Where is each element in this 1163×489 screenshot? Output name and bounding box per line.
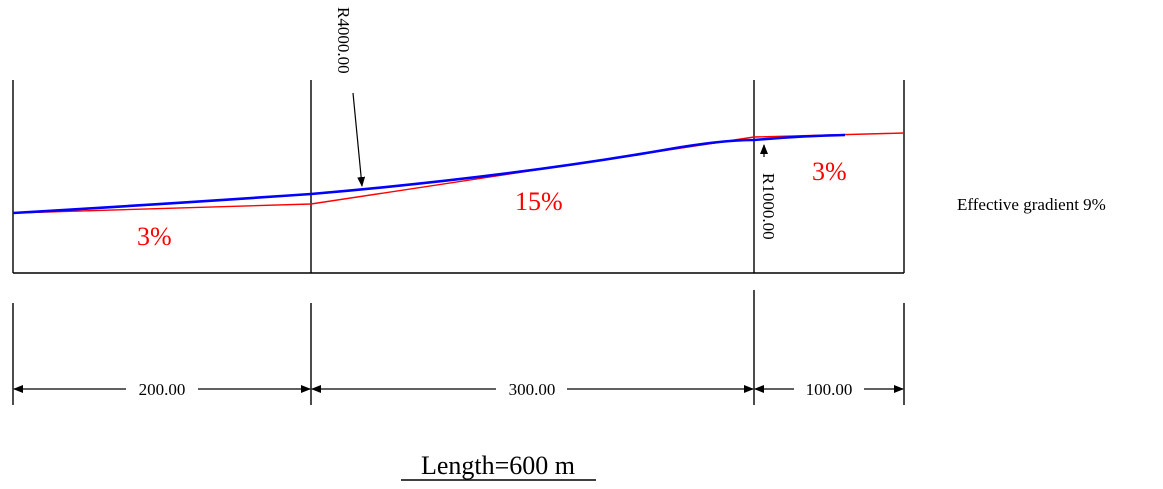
frame <box>12 80 905 274</box>
effective-gradient-label: Effective gradient 9% <box>957 195 1106 214</box>
radius-callout-2: R1000.00 <box>759 144 778 240</box>
dimension-label-300: 300.00 <box>509 380 556 399</box>
grade-label-left: 3% <box>137 222 172 251</box>
dimension-segment-2: 300.00 <box>311 380 754 399</box>
vertical-curve <box>12 133 846 215</box>
dimension-segment-1: 200.00 <box>13 380 311 399</box>
grade-label-right: 3% <box>812 157 847 186</box>
radius-leader-1 <box>352 92 366 187</box>
total-length-label: Length=600 m <box>421 451 575 480</box>
radius-label-1: R4000.00 <box>334 7 353 74</box>
grade-label-middle: 15% <box>515 187 563 216</box>
dimension-label-200: 200.00 <box>139 380 186 399</box>
dimension-label-100: 100.00 <box>806 380 853 399</box>
radius-callout-1: R4000.00 <box>334 7 366 187</box>
radius-label-2: R1000.00 <box>759 173 778 240</box>
dimension-segment-3: 100.00 <box>754 380 904 399</box>
